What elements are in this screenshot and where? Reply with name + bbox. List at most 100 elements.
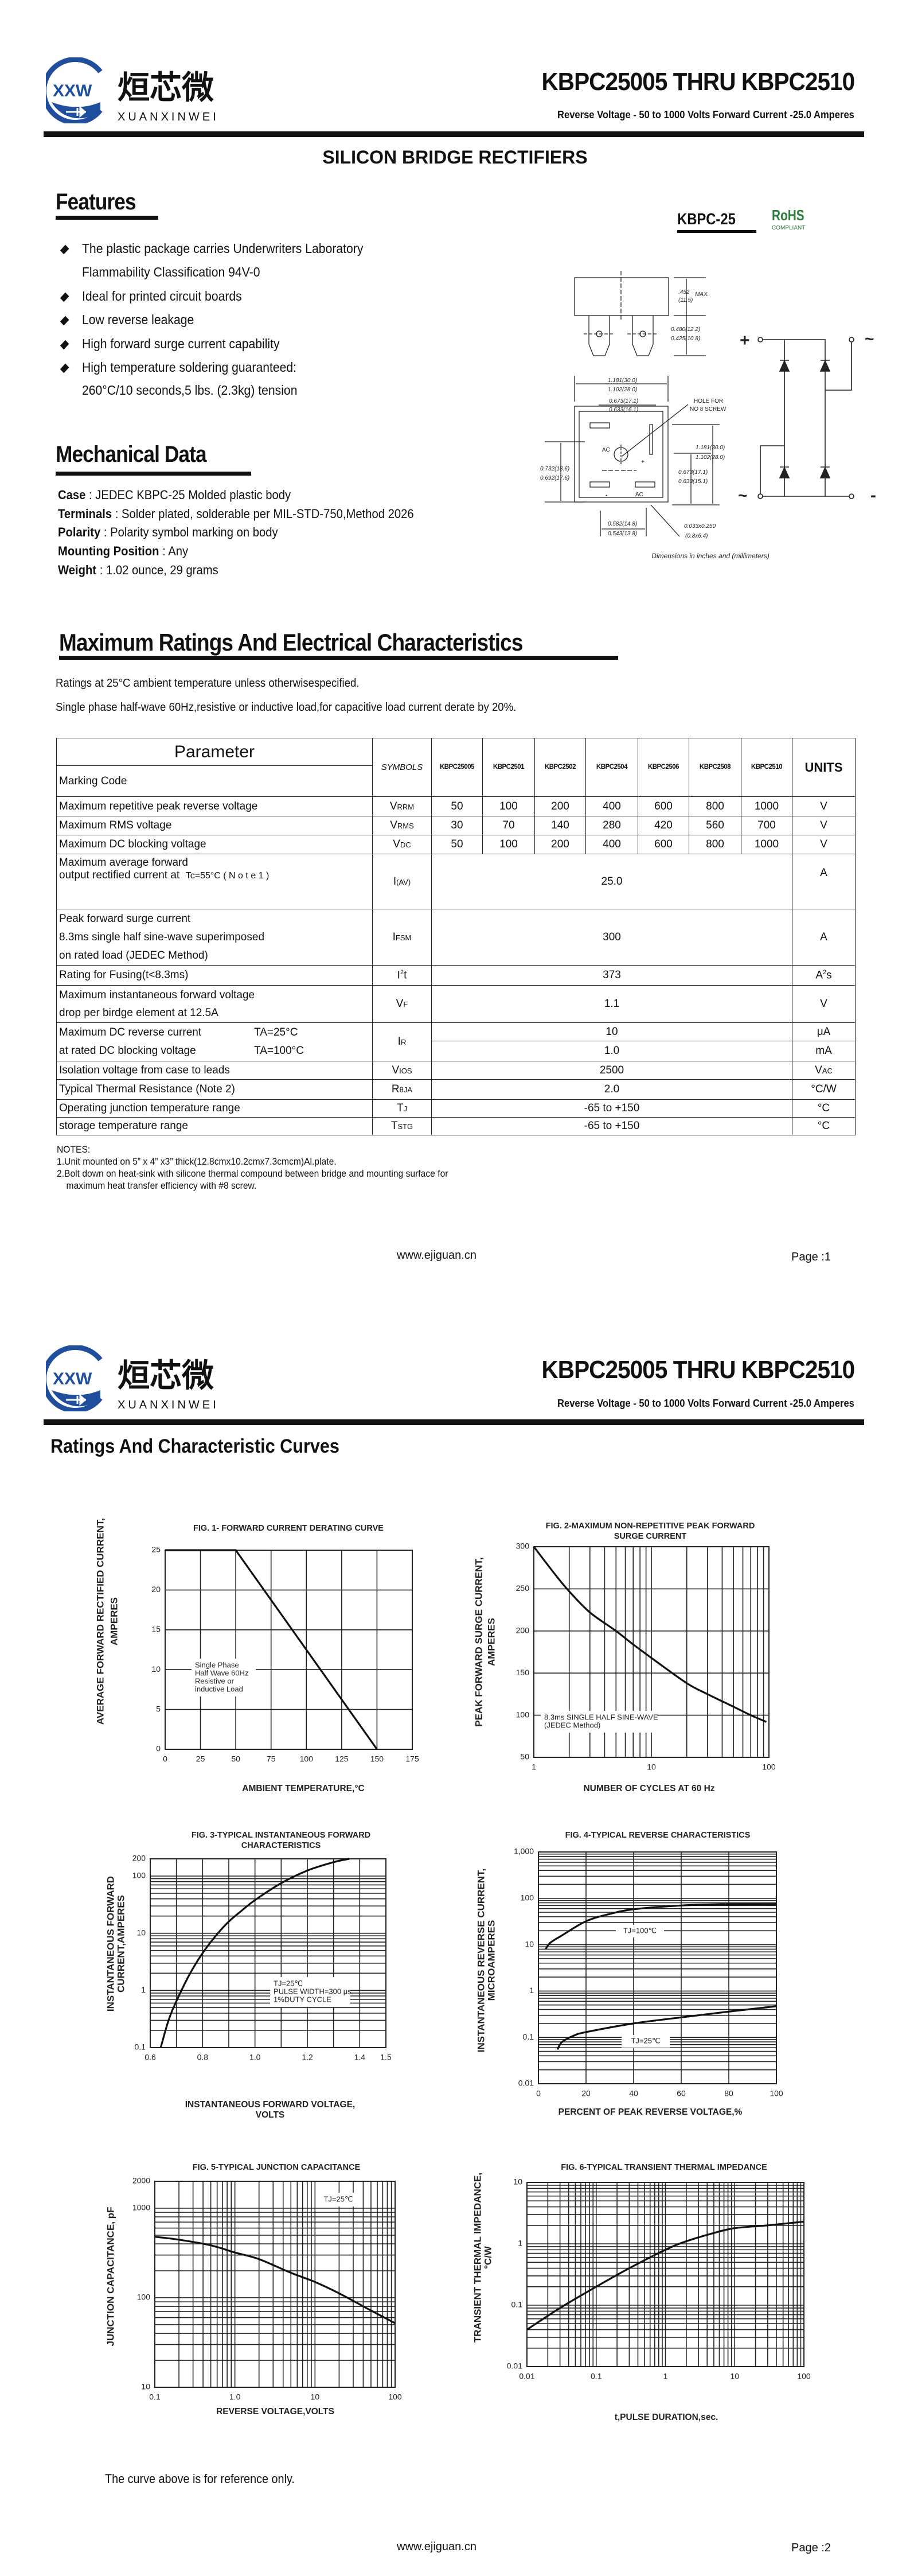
y-tick-label: 0 <box>156 1744 161 1753</box>
chart-annotation: 8.3ms SINGLE HALF SINE-WAVE <box>544 1713 658 1721</box>
header-parameter: Parameter <box>57 738 372 766</box>
y-tick-label: 150 <box>516 1668 530 1677</box>
header-rule <box>44 1419 864 1425</box>
features-underline <box>56 216 158 220</box>
chart-title: FIG. 1- FORWARD CURRENT DERATING CURVE <box>193 1524 384 1533</box>
plot-frame <box>538 1851 777 2084</box>
doc-subtitle: Reverse Voltage - 50 to 1000 Volts Forwa… <box>557 1398 854 1409</box>
features-title: Features <box>56 189 136 215</box>
table-row: Maximum repetitive peak reverse voltage … <box>56 796 856 816</box>
svg-text:(0.8x6.4): (0.8x6.4) <box>685 533 708 539</box>
y-tick-label: 100 <box>137 2293 151 2302</box>
x-tick-label: 75 <box>267 1754 276 1764</box>
chart-annotation: PULSE WIDTH=300 μs <box>274 1987 351 1995</box>
chart-title: FIG. 5-TYPICAL JUNCTION CAPACITANCE <box>193 2163 361 2172</box>
x-tick-label: 100 <box>388 2392 402 2402</box>
svg-text:0.633(15.1): 0.633(15.1) <box>678 478 708 485</box>
y-tick-label: 100 <box>521 1893 534 1902</box>
svg-text:0.425(10.8): 0.425(10.8) <box>671 336 700 342</box>
x-axis-label: t,PULSE DURATION,sec. <box>615 2412 718 2422</box>
x-tick-label: 0.8 <box>197 2053 209 2062</box>
chart-annotation: Half Wave 60Hz <box>195 1668 248 1677</box>
chart-2 <box>533 1546 770 1758</box>
table-row: storage temperature range TSTG -65 to +1… <box>56 1117 856 1135</box>
header-part: KBPC2510 <box>741 738 792 797</box>
y-tick-label: 0.1 <box>511 2300 523 2309</box>
svg-text:(11.5): (11.5) <box>678 297 693 303</box>
chart-1 <box>165 1549 413 1750</box>
svg-text:0.732(18.6): 0.732(18.6) <box>540 466 569 472</box>
footer-page: Page :1 <box>791 1251 831 1263</box>
chart-6 <box>526 2182 804 2367</box>
y-axis-label: INSTANTANEOUS REVERSE CURRENT, <box>475 1869 486 2053</box>
x-axis-label: INSTANTANEOUS FORWARD VOLTAGE, <box>185 2100 356 2110</box>
table-row: Peak forward surge current 8.3ms single h… <box>56 909 856 966</box>
plot-frame <box>533 1546 770 1758</box>
y-axis-label: PEAK FORWARD SURGE CURRENT, <box>473 1557 484 1726</box>
mech-weight: Weight : 1.02 ounce, 29 grams <box>58 563 218 577</box>
y-axis-label: CURRENT,AMPERES <box>115 1895 126 1993</box>
y-tick-label: 1 <box>518 2239 522 2248</box>
y-tick-label: 1 <box>529 1986 534 1995</box>
package-name: KBPC-25 <box>677 210 736 228</box>
mech-polarity: Polarity : Polarity symbol marking on bo… <box>58 525 278 539</box>
table-row: Maximum instantaneous forward voltage dro… <box>56 985 856 1023</box>
doc-subtitle: Reverse Voltage - 50 to 1000 Volts Forwa… <box>557 109 854 120</box>
series-curve <box>159 1858 350 2048</box>
table-header-row: Parameter Marking Code SYMBOLS KBPC25005… <box>56 738 856 797</box>
x-axis-label: AMBIENT TEMPERATURE,°C <box>242 1784 364 1793</box>
svg-text:1.181(30.0): 1.181(30.0) <box>696 445 725 451</box>
x-axis-label: VOLTS <box>256 2110 285 2120</box>
header-units: UNITS <box>792 738 856 797</box>
y-tick-label: 250 <box>516 1583 530 1593</box>
y-axis-label: °C/W <box>482 2246 493 2269</box>
footer-url[interactable]: www.ejiguan.cn <box>397 1249 477 1262</box>
bridge-circuit <box>757 337 854 499</box>
plot-frame <box>165 1550 413 1750</box>
table-row: Isolation voltage from case to leads VIO… <box>56 1061 856 1080</box>
y-tick-label: 0.01 <box>507 2361 522 2371</box>
ratings-underline <box>59 656 618 660</box>
notes: NOTES: 1.Unit mounted on 5” x 4” x3” thi… <box>57 1144 448 1191</box>
x-tick-label: 60 <box>677 2089 686 2098</box>
y-tick-label: 10 <box>136 1928 146 1937</box>
y-tick-label: 25 <box>151 1545 161 1554</box>
chart-title: FIG. 6-TYPICAL TRANSIENT THERMAL IMPEDAN… <box>561 2163 767 2172</box>
feature-item: The plastic package carries Underwriters… <box>60 241 363 256</box>
x-tick-label: 10 <box>311 2392 320 2402</box>
x-tick-label: 0 <box>163 1754 167 1764</box>
x-axis-label: NUMBER OF CYCLES AT 60 Hz <box>583 1784 714 1793</box>
svg-text:1.102(28.0): 1.102(28.0) <box>608 387 637 393</box>
x-tick-label: 100 <box>762 1762 776 1772</box>
y-tick-label: 0.1 <box>523 2032 534 2041</box>
chart-annotation: Resistive or <box>195 1676 235 1685</box>
feature-item-cont: Flammability Classification 94V-0 <box>82 264 260 279</box>
doc-title: KBPC25005 THRU KBPC2510 <box>541 68 855 96</box>
svg-text:-: - <box>606 492 607 499</box>
x-tick-label: 10 <box>647 1762 656 1772</box>
feature-item: Low reverse leakage <box>60 312 194 328</box>
svg-text:0.673(17.1): 0.673(17.1) <box>609 398 638 404</box>
chart-title: CHARACTERISTICS <box>241 1841 321 1850</box>
header-rule <box>44 131 864 137</box>
series-curve <box>526 2220 804 2330</box>
x-axis-label: PERCENT OF PEAK REVERSE VOLTAGE,% <box>559 2107 743 2117</box>
header-symbols: SYMBOLS <box>372 738 432 797</box>
x-tick-label: 0.1 <box>149 2392 161 2402</box>
header-marking-code: Marking Code <box>59 775 127 787</box>
x-tick-label: 0.01 <box>519 2372 534 2381</box>
series-label: TJ=25℃ <box>631 2036 660 2045</box>
y-tick-label: 10 <box>141 2382 150 2391</box>
package-drawing: .452 (11.5)MAX. 0.480(12.2) 0.425(10.8) 1.… <box>540 271 876 560</box>
x-tick-label: 100 <box>770 2089 783 2098</box>
chart-annotation: TJ=25℃ <box>274 1979 303 1987</box>
x-tick-label: 1.0 <box>229 2392 241 2402</box>
chart-annotation: inductive Load <box>195 1684 243 1693</box>
chart-annotation: Single Phase <box>195 1660 239 1669</box>
footer-url[interactable]: www.ejiguan.cn <box>397 2540 477 2553</box>
mech-terminals: Terminals : Solder plated, solderable pe… <box>58 507 414 521</box>
x-tick-label: 25 <box>196 1754 205 1764</box>
dimensions-caption: Dimensions in inches and (millimeters) <box>651 552 769 560</box>
ratings-title: Maximum Ratings And Electrical Character… <box>59 629 523 656</box>
y-axis-label: TRANSIENT THERMAL IMPEDANCE, <box>472 2173 483 2342</box>
